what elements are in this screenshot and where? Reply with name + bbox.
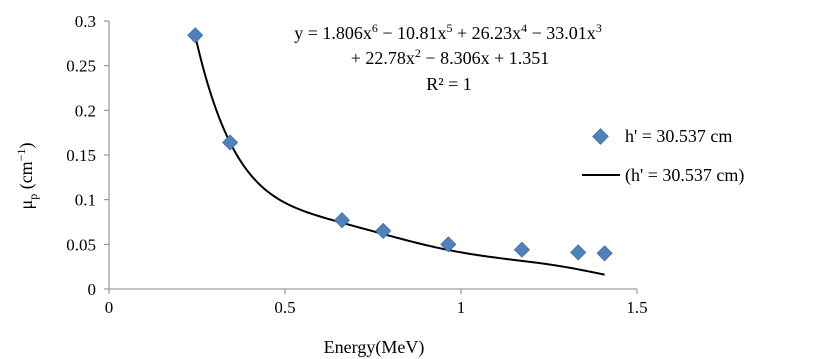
eq1-e2: 5 — [447, 21, 453, 35]
eq1-e4: 3 — [596, 21, 602, 35]
y-axis-title: μp (cm−1) — [14, 143, 40, 210]
data-points — [187, 27, 613, 262]
eq2-e1: 2 — [415, 46, 421, 60]
data-point-diamond — [222, 134, 239, 151]
x-tick-label: 1.5 — [626, 298, 647, 317]
eq2-b: − 8.306x + 1.351 — [421, 48, 549, 68]
eq1-e1: 6 — [372, 21, 378, 35]
y-axis-title-sub: p — [26, 194, 40, 200]
data-point-diamond — [440, 236, 457, 253]
data-point-diamond — [570, 244, 587, 261]
x-axis-title: Energy(MeV) — [324, 337, 425, 358]
data-point-diamond — [187, 27, 204, 44]
trendline — [194, 35, 605, 276]
y-tick-label: 0.1 — [75, 191, 96, 210]
legend-label-trendline: (h' = 30.537 cm) — [625, 165, 744, 186]
legend-marker-diamond — [592, 128, 609, 145]
y-tick-label: 0.3 — [75, 12, 96, 31]
x-tick-label: 1 — [457, 298, 466, 317]
eq1-c: + 26.23x — [453, 23, 522, 43]
data-point-diamond — [513, 241, 530, 258]
x-ticks: 0 0.5 1 1.5 — [105, 289, 648, 317]
legend: h' = 30.537 cm (h' = 30.537 cm) — [582, 126, 744, 186]
data-point-diamond — [596, 245, 613, 262]
y-axis-title-exp: −1 — [14, 149, 28, 162]
eq2-a: + 22.78x — [351, 48, 415, 68]
y-tick-label: 0.15 — [66, 146, 96, 165]
eq1-e3: 4 — [521, 21, 527, 35]
equation-line-1: y = 1.806x6 − 10.81x5 + 26.23x4 − 33.01x… — [294, 21, 602, 43]
y-tick-label: 0 — [88, 280, 97, 299]
legend-label-points: h' = 30.537 cm — [625, 126, 732, 146]
y-axis-title-main: μ — [16, 200, 36, 210]
x-tick-label: 0 — [105, 298, 114, 317]
y-tick-label: 0.25 — [66, 57, 96, 76]
y-axis-title-unit: (cm — [16, 161, 37, 193]
x-tick-label: 0.5 — [274, 298, 295, 317]
data-point-diamond — [375, 222, 392, 239]
eq1-a: y = 1.806x — [294, 23, 372, 43]
y-axis-title-close: ) — [16, 143, 37, 149]
trendline-group — [194, 35, 605, 276]
trendline-equation: y = 1.806x6 − 10.81x5 + 26.23x4 − 33.01x… — [294, 21, 602, 94]
equation-line-2: + 22.78x2 − 8.306x + 1.351 — [351, 46, 549, 68]
y-tick-label: 0.05 — [66, 235, 96, 254]
eq1-b: − 10.81x — [378, 23, 447, 43]
eq1-d: − 33.01x — [527, 23, 596, 43]
equation-line-3: R² = 1 — [426, 74, 472, 94]
y-ticks: 0 0.05 0.1 0.15 0.2 0.25 0.3 — [66, 12, 109, 299]
y-tick-label: 0.2 — [75, 101, 96, 120]
data-point-diamond — [333, 212, 351, 229]
